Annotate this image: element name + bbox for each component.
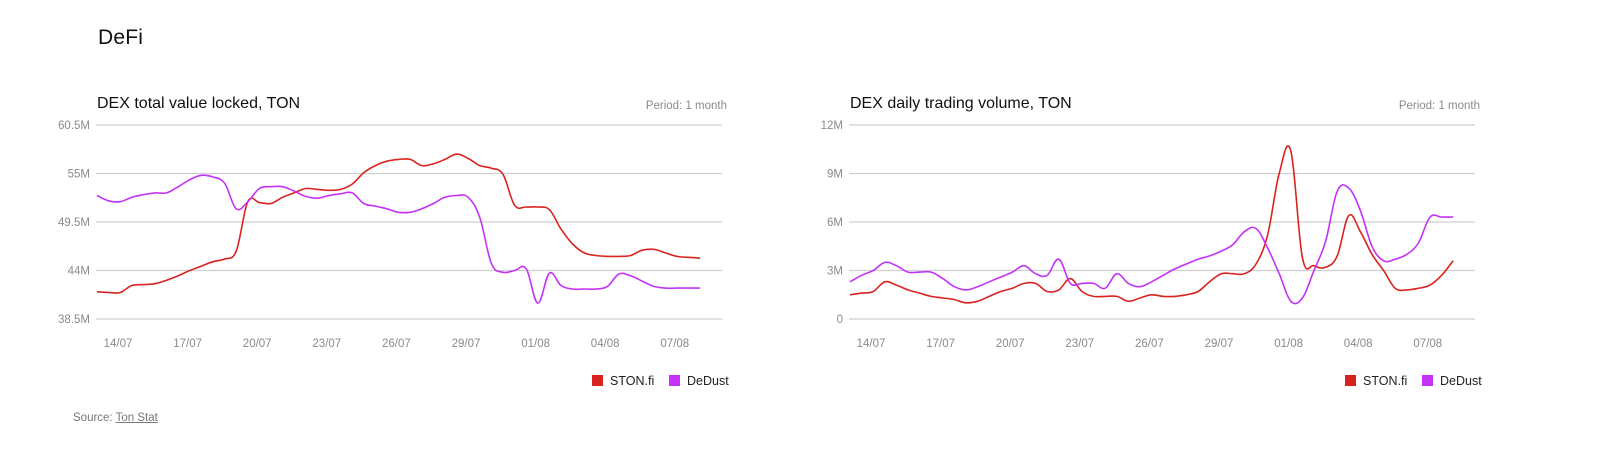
section-title: DeFi — [98, 26, 144, 49]
x-tick-label: 01/08 — [521, 338, 550, 350]
x-tick-label: 23/07 — [1065, 338, 1094, 350]
x-tick-label: 04/08 — [591, 338, 620, 350]
legend-item[interactable]: DeDust — [1422, 374, 1482, 388]
legend-label: DeDust — [687, 374, 729, 388]
series-line-dedust — [96, 174, 701, 304]
legend-swatch — [1345, 375, 1356, 386]
legend-swatch — [669, 375, 680, 386]
source-note: Source: Ton Stat — [73, 412, 158, 424]
y-tick-label: 12M — [821, 120, 843, 132]
y-tick-label: 60.5M — [58, 120, 90, 132]
x-tick-label: 20/07 — [243, 338, 272, 350]
legend-swatch — [592, 375, 603, 386]
x-tick-label: 29/07 — [452, 338, 481, 350]
chart-title: DEX total value locked, TON — [97, 95, 300, 112]
source-link[interactable]: Ton Stat — [115, 412, 158, 424]
volume-chart-panel: DEX daily trading volume, TON Period: 1 m… — [803, 90, 1483, 410]
x-tick-label: 14/07 — [857, 338, 886, 350]
tvl-chart: DEX total value locked, TON Period: 1 mon… — [58, 95, 729, 388]
x-tick-label: 26/07 — [382, 338, 411, 350]
y-tick-label: 44M — [68, 266, 90, 278]
y-tick-label: 38.5M — [58, 314, 90, 326]
x-tick-label: 17/07 — [926, 338, 955, 350]
chart-title: DEX daily trading volume, TON — [850, 95, 1072, 112]
y-tick-label: 55M — [68, 169, 90, 181]
period-label: Period: 1 month — [646, 100, 727, 112]
series-line-ston-fi — [849, 145, 1454, 304]
legend-item[interactable]: STON.fi — [1345, 374, 1407, 388]
x-tick-label: 20/07 — [996, 338, 1025, 350]
y-tick-label: 49.5M — [58, 217, 90, 229]
y-tick-label: 0 — [837, 314, 843, 326]
x-tick-label: 29/07 — [1205, 338, 1234, 350]
series-line-dedust — [849, 184, 1454, 305]
y-tick-label: 6M — [827, 217, 843, 229]
legend-item[interactable]: STON.fi — [592, 374, 654, 388]
period-label: Period: 1 month — [1399, 100, 1480, 112]
legend-swatch — [1422, 375, 1433, 386]
legend-label: DeDust — [1440, 374, 1482, 388]
source-prefix: Source: — [73, 412, 116, 424]
legend-item[interactable]: DeDust — [669, 374, 729, 388]
legend-label: STON.fi — [1363, 374, 1407, 388]
x-tick-label: 04/08 — [1344, 338, 1373, 350]
series-line-ston-fi — [96, 153, 701, 294]
x-tick-label: 07/08 — [660, 338, 689, 350]
y-tick-label: 9M — [827, 169, 843, 181]
x-tick-label: 23/07 — [312, 338, 341, 350]
tvl-chart-panel: DEX total value locked, TON Period: 1 mon… — [50, 90, 729, 410]
legend-label: STON.fi — [610, 374, 654, 388]
x-tick-label: 01/08 — [1274, 338, 1303, 350]
x-tick-label: 07/08 — [1413, 338, 1442, 350]
x-tick-label: 26/07 — [1135, 338, 1164, 350]
x-tick-label: 17/07 — [173, 338, 202, 350]
x-tick-label: 14/07 — [104, 338, 133, 350]
y-tick-label: 3M — [827, 266, 843, 278]
volume-chart: DEX daily trading volume, TON Period: 1 m… — [821, 95, 1483, 388]
